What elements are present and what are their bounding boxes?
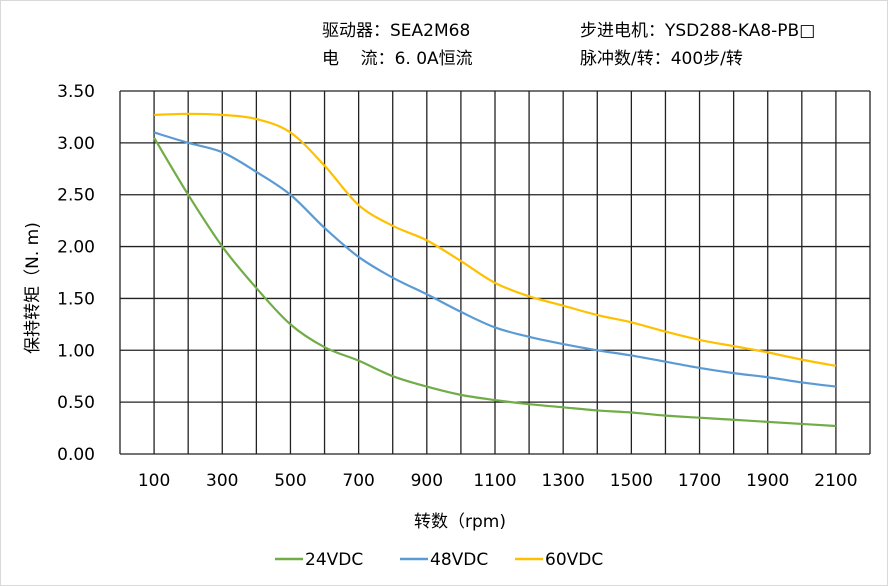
x-tick-label: 2100 <box>814 471 857 491</box>
y-tick-label: 1.50 <box>57 289 95 309</box>
y-tick-label: 3.00 <box>57 134 95 154</box>
series-line-60VDC <box>154 112 837 367</box>
x-tick-label: 1900 <box>746 471 789 491</box>
pulses-label: 脉冲数/转：400步/转 <box>580 49 743 69</box>
y-tick-label: 0.00 <box>57 445 95 465</box>
y-tick-label: 2.50 <box>57 186 95 206</box>
grid <box>119 90 871 455</box>
x-tick-label: 300 <box>206 471 238 491</box>
legend-label: 60VDC <box>545 550 603 570</box>
y-tick-label: 1.00 <box>57 341 95 361</box>
y-tick-label: 2.00 <box>57 238 95 258</box>
driver-label: 驱动器：SEA2M68 <box>322 21 471 41</box>
legend-label: 48VDC <box>430 550 488 570</box>
legend-label: 24VDC <box>305 550 363 570</box>
x-tick-label: 1100 <box>473 471 516 491</box>
y-tick-label: 3.50 <box>57 82 95 102</box>
x-axis-label: 转数（rpm) <box>414 512 506 532</box>
y-tick-label: 0.50 <box>57 393 95 413</box>
legend: 24VDC 48VDC 60VDC <box>275 550 603 570</box>
x-tick-label: 1300 <box>542 471 585 491</box>
x-tick-label: 900 <box>411 471 443 491</box>
tick-labels: 100 300 500 700 900 1100 1300 1500 1700 1900 2100 0… <box>57 82 857 491</box>
current-label: 电 流：6. 0A恒流 <box>322 49 473 69</box>
x-tick-label: 1500 <box>610 471 653 491</box>
x-tick-label: 1700 <box>678 471 721 491</box>
x-tick-label: 700 <box>342 471 374 491</box>
motor-label: 步进电机：YSD288-KA8-PB□ <box>580 21 816 41</box>
series-line-24VDC <box>153 137 836 428</box>
x-tick-label: 100 <box>138 471 170 491</box>
series-lines <box>153 112 837 428</box>
y-axis-label: 保持转矩（N. m) <box>23 222 43 354</box>
x-tick-label: 500 <box>274 471 306 491</box>
series-line-48VDC <box>153 131 837 388</box>
